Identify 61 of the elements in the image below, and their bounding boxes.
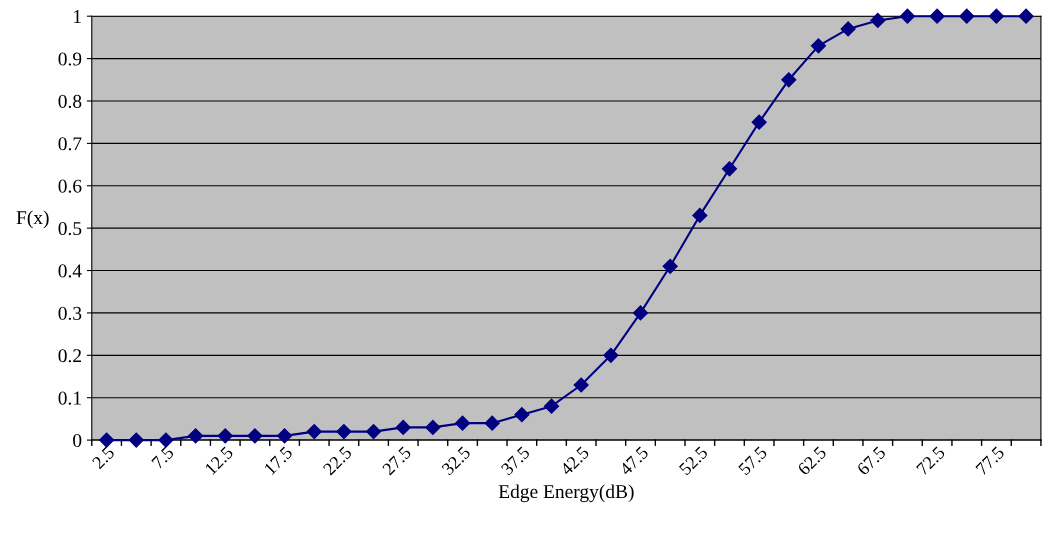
y-tick-label: 0.6 — [58, 179, 82, 193]
x-tick-label: 27.5 — [381, 445, 412, 476]
point — [158, 432, 174, 448]
y-tick-label: 0.9 — [58, 52, 82, 66]
y-tick-label: 0.7 — [58, 137, 82, 151]
x-tick-label: 67.5 — [856, 445, 887, 476]
point — [721, 161, 738, 177]
point — [870, 12, 886, 29]
point — [128, 432, 144, 448]
y-tick-label: 0.2 — [58, 349, 81, 363]
point — [454, 415, 471, 431]
point — [395, 419, 411, 435]
x-tick-label: 17.5 — [263, 445, 294, 476]
x-tick-label: 52.5 — [678, 445, 709, 476]
x-tick-label: 47.5 — [618, 445, 650, 477]
x-tick-label: 22.5 — [322, 445, 353, 476]
point — [99, 432, 115, 448]
point — [247, 428, 263, 444]
y-tick-label: 0.1 — [58, 391, 81, 405]
point — [336, 424, 352, 440]
y-tick-label: 0.8 — [58, 94, 82, 108]
x-tick-label: 37.5 — [500, 445, 531, 476]
point — [306, 424, 322, 440]
point — [840, 21, 856, 37]
point — [929, 8, 945, 24]
y-tick-label: 0.4 — [58, 264, 82, 278]
point — [277, 428, 293, 444]
point — [543, 398, 560, 414]
point — [632, 305, 649, 321]
point — [573, 377, 589, 393]
point — [810, 38, 827, 54]
point — [781, 72, 797, 88]
point — [692, 207, 708, 224]
y-axis-title: F(x) — [16, 210, 49, 229]
point — [514, 407, 530, 423]
point — [365, 424, 382, 440]
x-axis-title: Edge Energy(dB) — [498, 484, 634, 503]
x-tick-label: 12.5 — [204, 445, 234, 476]
point — [988, 8, 1004, 24]
x-tick-label: 57.5 — [738, 445, 768, 476]
point — [899, 8, 916, 24]
x-tick-label: 2.5 — [91, 445, 116, 470]
point — [188, 428, 204, 444]
x-tick-label: 62.5 — [797, 445, 827, 476]
x-tick-label: 77.5 — [975, 445, 1005, 476]
x-tick-label: 72.5 — [916, 445, 946, 476]
point — [959, 8, 975, 24]
y-tick-label: 1 — [74, 10, 81, 23]
point — [484, 415, 500, 431]
y-tick-label: 0 — [73, 433, 82, 448]
point — [1018, 8, 1034, 24]
point — [662, 258, 678, 274]
y-tick-label: 0.5 — [58, 221, 82, 236]
point — [603, 347, 619, 363]
point — [425, 419, 441, 435]
point — [217, 428, 233, 444]
x-tick-label: 7.5 — [151, 445, 175, 470]
y-tick-label: 0.3 — [58, 306, 82, 320]
point — [751, 114, 767, 130]
x-tick-label: 32.5 — [441, 445, 472, 476]
x-tick-label: 42.5 — [559, 445, 590, 477]
